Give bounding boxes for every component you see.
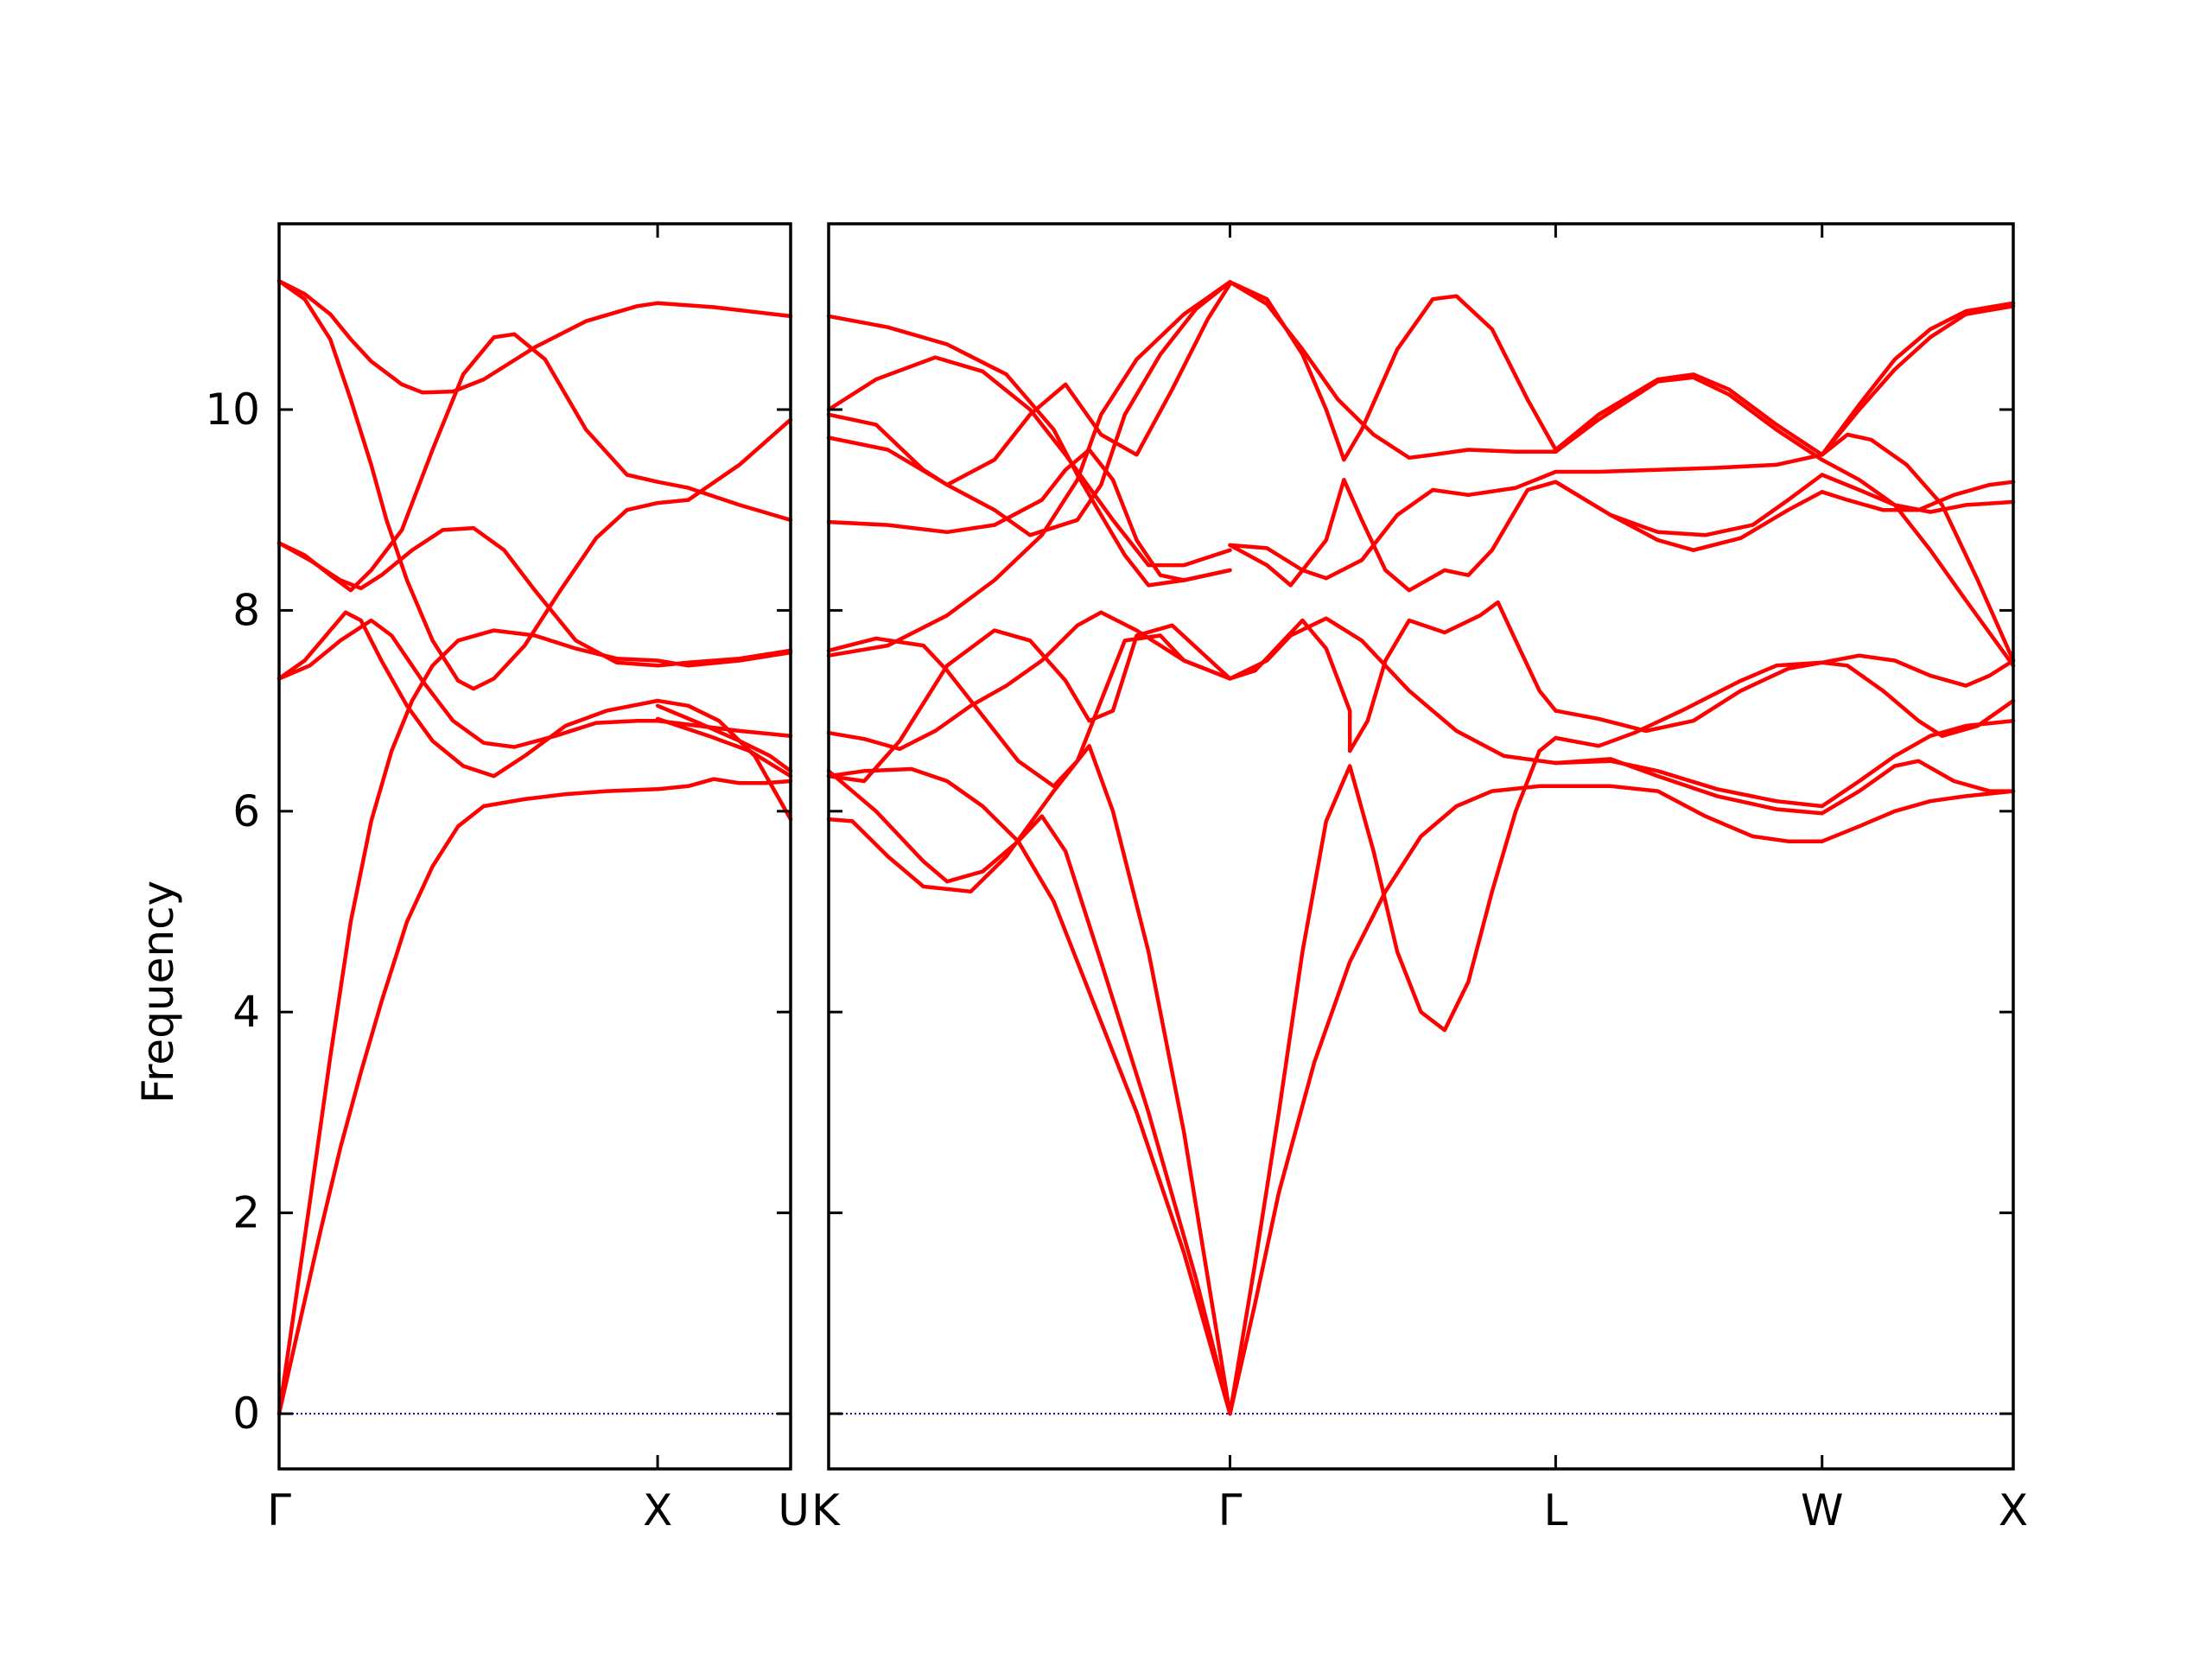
band-line	[1820, 759, 2016, 816]
panel-frame	[277, 222, 792, 1471]
band-line	[1820, 301, 2016, 457]
band-line	[1228, 784, 1558, 1416]
band-line	[1554, 660, 1824, 748]
band-line	[826, 744, 1232, 1416]
band-line	[1554, 757, 1824, 816]
y-axis-label: Frequency	[133, 880, 183, 1103]
x-tick-label: U	[778, 1485, 810, 1535]
band-line	[655, 703, 793, 773]
band-line	[1554, 453, 1824, 474]
band-line	[826, 610, 1232, 752]
band-line	[276, 525, 793, 668]
band-line	[1228, 616, 1558, 766]
band-line	[826, 355, 1232, 568]
band-line	[1554, 784, 1824, 843]
band-line	[1554, 375, 1824, 462]
y-tick-label: 6	[232, 786, 260, 836]
band-line	[1820, 304, 2016, 457]
band-line	[276, 628, 793, 1416]
x-tick-label: X	[643, 1485, 672, 1535]
y-tick-label: 10	[205, 385, 260, 435]
x-tick-label: Γ	[267, 1485, 291, 1535]
band-line	[826, 280, 1232, 658]
band-line	[1820, 789, 2016, 843]
band-line	[1554, 660, 1824, 734]
y-tick-label: 8	[232, 585, 260, 635]
band-line	[1820, 653, 2016, 688]
band-line	[276, 278, 793, 691]
panel-frame	[827, 222, 2015, 1471]
band-line	[1820, 473, 2016, 514]
band-line	[1820, 718, 2016, 809]
x-tick-label: X	[1999, 1485, 2028, 1535]
band-line	[276, 610, 793, 822]
band-line	[826, 282, 1232, 487]
band-line	[826, 766, 1232, 1416]
band-line	[826, 623, 1232, 784]
band-line	[655, 716, 793, 779]
x-tick-label: W	[1801, 1485, 1843, 1535]
band-line	[1554, 473, 1824, 537]
y-tick-label: 2	[232, 1188, 260, 1238]
band-line	[1228, 478, 1558, 593]
left-panel: 0 2 4 6 8 10 Γ X U	[205, 222, 810, 1535]
band-line	[826, 280, 1232, 537]
y-tick-label: 4	[232, 987, 260, 1037]
band-line	[1554, 759, 1824, 809]
band-line	[1554, 480, 1824, 552]
band-line	[1820, 457, 2016, 668]
x-tick-label: L	[1543, 1485, 1567, 1535]
x-tick-label: K	[811, 1485, 841, 1535]
band-line	[276, 618, 793, 749]
band-line	[276, 332, 793, 593]
band-line	[276, 777, 793, 1416]
band-line	[1228, 280, 1558, 461]
band-line	[1228, 600, 1558, 753]
band-line	[1228, 735, 1558, 1416]
band-line	[1228, 469, 1558, 581]
band-line	[1228, 280, 1558, 462]
x-tick-label: Γ	[1218, 1485, 1243, 1535]
y-tick-label: 0	[232, 1389, 260, 1439]
band-line	[826, 633, 1232, 789]
band-line	[1820, 432, 2016, 663]
band-line	[1554, 372, 1824, 457]
band-line	[826, 448, 1232, 582]
band-line	[826, 769, 1232, 1416]
band-line	[276, 278, 793, 395]
